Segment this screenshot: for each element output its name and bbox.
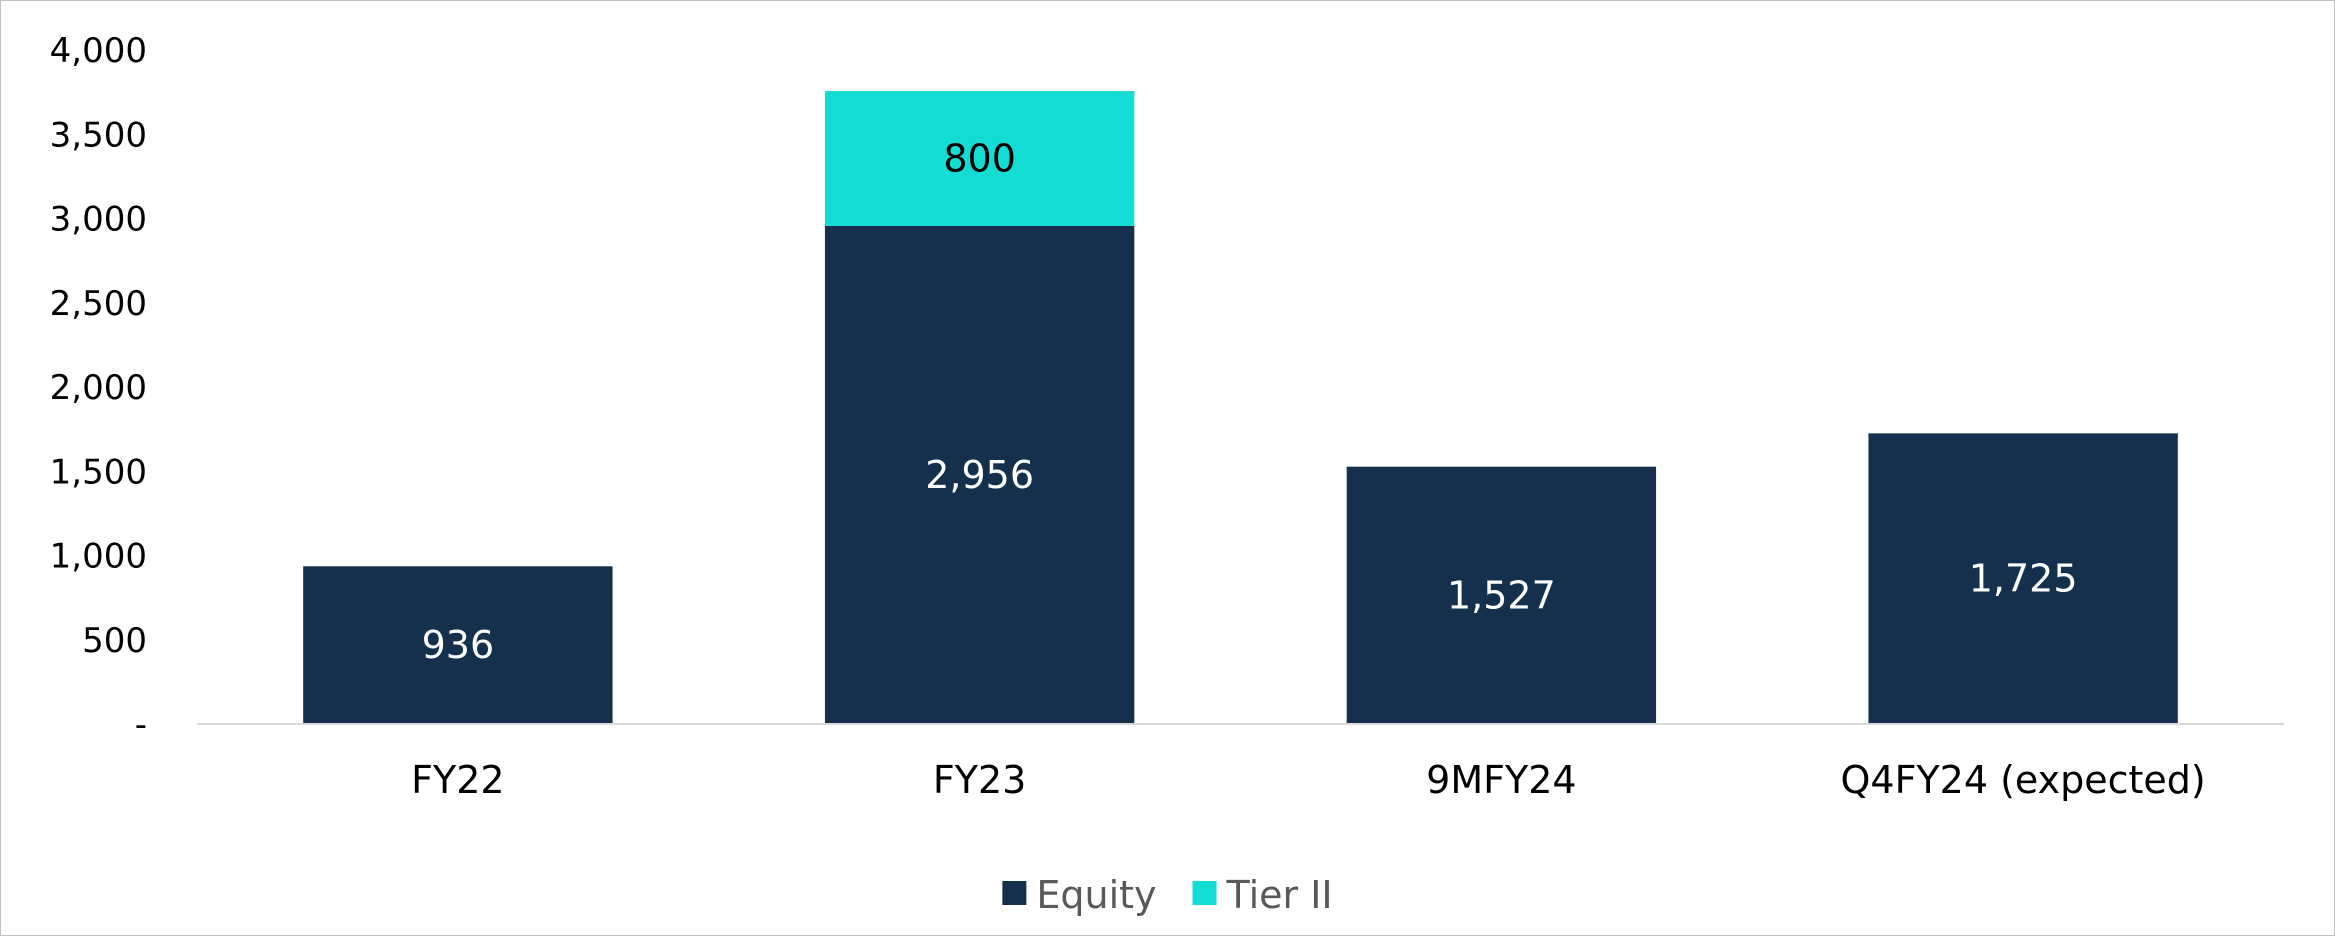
legend-swatch: [1192, 881, 1217, 905]
y-tick-label: 4,000: [50, 31, 147, 71]
bar-segment: [824, 91, 1135, 226]
x-axis: FY22 FY23 9MFY24 Q4FY24 (expected): [411, 758, 2206, 802]
data-label: 936: [422, 623, 495, 667]
y-tick-label: -: [135, 705, 147, 745]
legend-swatch: [1002, 881, 1027, 905]
y-tick-label: 3,500: [50, 115, 147, 155]
bar-segment: [824, 225, 1135, 724]
y-tick-label: 2,500: [50, 284, 147, 324]
x-tick-label: FY23: [933, 758, 1026, 802]
bar-segment: [1868, 433, 2178, 724]
bars: 936 2,956 800 1,527 1,725: [303, 91, 2178, 724]
legend-label: Equity: [1036, 873, 1156, 917]
y-tick-label: 1,000: [50, 537, 147, 577]
y-axis: - 500 1,000 1,500 2,000 2,500 3,000 3,500 4,000: [50, 31, 147, 745]
data-label: 2,956: [925, 453, 1034, 497]
bar-segment: [303, 566, 613, 724]
y-tick-label: 3,000: [50, 200, 147, 240]
data-label: 1,725: [1969, 557, 2078, 601]
legend: Equity Tier II: [1002, 873, 1333, 917]
data-label: 800: [943, 137, 1016, 181]
data-label: 1,527: [1447, 573, 1556, 617]
legend-label: Tier II: [1226, 873, 1333, 917]
y-tick-label: 1,500: [50, 452, 147, 492]
x-tick-label: 9MFY24: [1426, 758, 1576, 802]
x-tick-label: Q4FY24 (expected): [1841, 758, 2206, 802]
y-tick-label: 2,000: [50, 368, 147, 408]
y-tick-label: 500: [82, 621, 147, 661]
bar-segment: [1346, 466, 1657, 724]
x-tick-label: FY22: [411, 758, 504, 802]
